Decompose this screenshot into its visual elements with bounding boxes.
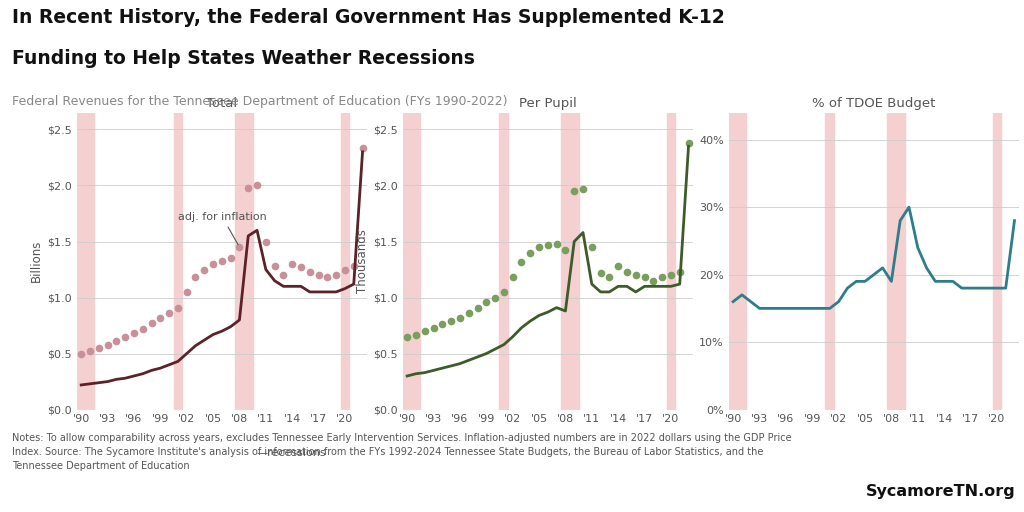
Title: Per Pupil: Per Pupil xyxy=(519,97,577,110)
Text: SycamoreTN.org: SycamoreTN.org xyxy=(866,484,1016,499)
Title: Total: Total xyxy=(206,97,238,110)
Bar xyxy=(341,113,349,410)
Y-axis label: Billions: Billions xyxy=(30,240,43,282)
Text: —recessions: —recessions xyxy=(257,448,327,458)
Bar xyxy=(402,113,421,410)
Text: adj. for inflation: adj. for inflation xyxy=(178,212,266,245)
Bar xyxy=(992,113,1001,410)
Bar xyxy=(173,113,182,410)
Bar xyxy=(77,113,94,410)
Bar xyxy=(729,113,746,410)
Text: In Recent History, the Federal Government Has Supplemented K-12: In Recent History, the Federal Governmen… xyxy=(12,8,725,27)
Y-axis label: Thousands: Thousands xyxy=(356,229,369,293)
Bar xyxy=(500,113,508,410)
Bar xyxy=(887,113,904,410)
Bar xyxy=(667,113,675,410)
Title: % of TDOE Budget: % of TDOE Budget xyxy=(812,97,936,110)
Bar xyxy=(561,113,579,410)
Text: Funding to Help States Weather Recessions: Funding to Help States Weather Recession… xyxy=(12,49,475,68)
Bar xyxy=(825,113,835,410)
Text: Notes: To allow comparability across years, excludes Tennessee Early Interventio: Notes: To allow comparability across yea… xyxy=(12,433,792,471)
Text: Federal Revenues for the Tennessee Department of Education (FYs 1990-2022): Federal Revenues for the Tennessee Depar… xyxy=(12,95,508,108)
Bar xyxy=(236,113,253,410)
